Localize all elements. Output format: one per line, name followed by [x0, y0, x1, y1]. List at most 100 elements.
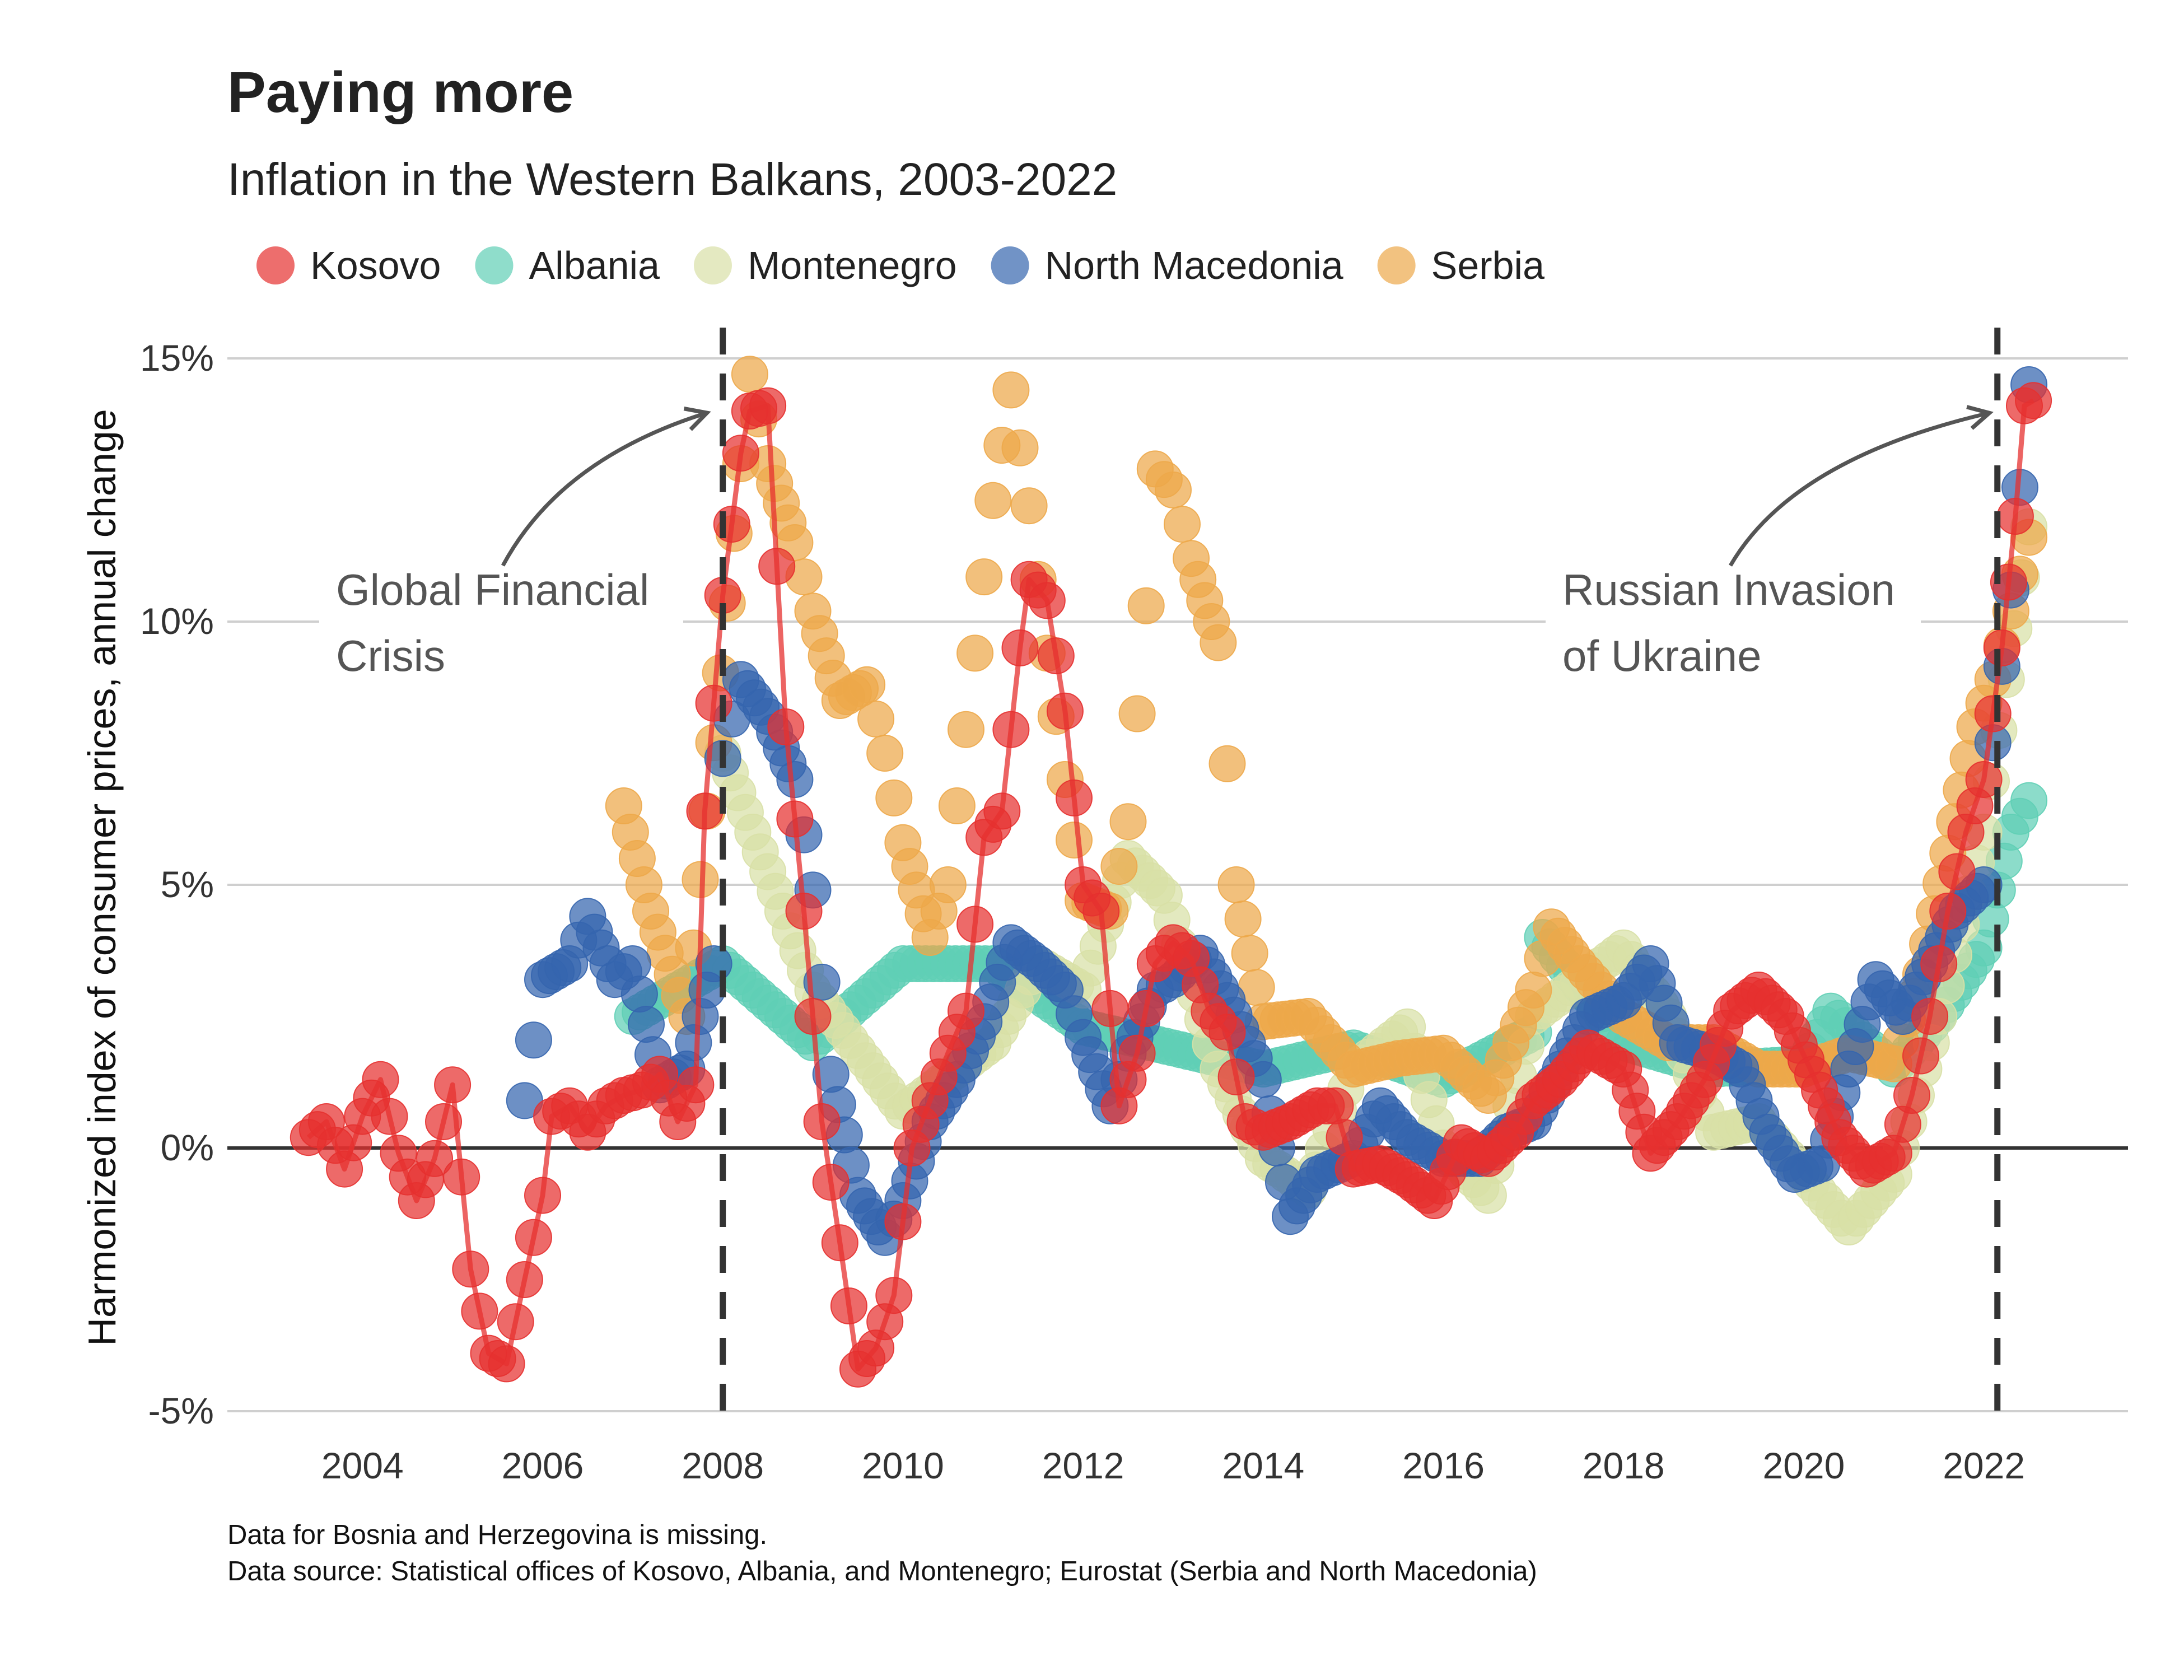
y-tick-label: 10% — [140, 600, 214, 642]
data-point — [1217, 866, 1255, 903]
data-point — [848, 666, 886, 703]
series-kosovo — [290, 382, 2052, 1388]
y-tick-label: 0% — [161, 1127, 214, 1168]
data-point — [515, 1219, 552, 1256]
data-point — [1965, 761, 2003, 798]
data-point — [1893, 1077, 1930, 1114]
data-point — [974, 482, 1012, 519]
annotation-financial-crisis-line2: Crisis — [336, 631, 445, 680]
annotation-arrow-financial-crisis — [501, 413, 706, 567]
data-point — [506, 1261, 543, 1298]
legend-swatch — [1377, 246, 1416, 284]
data-point — [875, 779, 913, 816]
legend-swatch — [256, 246, 295, 284]
legend-swatch — [475, 246, 514, 284]
data-point — [983, 792, 1021, 830]
data-point — [1920, 945, 1958, 982]
data-point — [1109, 803, 1147, 841]
data-point — [1118, 695, 1156, 732]
data-point — [1091, 990, 1129, 1027]
data-point — [776, 761, 814, 798]
data-point — [1056, 779, 1093, 816]
annotation-ukraine-invasion: Russian Invasion of Ukraine — [1546, 413, 1988, 692]
data-point — [1974, 695, 2012, 732]
data-point — [956, 634, 994, 672]
data-point — [488, 1345, 525, 1383]
data-point — [2015, 382, 2052, 419]
note-data-source: Data source: Statistical offices of Koso… — [227, 1556, 1537, 1586]
data-point — [686, 792, 724, 830]
y-tick-label: 15% — [140, 337, 214, 379]
data-point — [1127, 990, 1165, 1027]
x-tick-label: 2006 — [502, 1445, 584, 1486]
data-point — [524, 1177, 561, 1214]
data-point — [830, 1287, 867, 1324]
annotation-financial-crisis: Global Financial Crisis — [319, 413, 706, 692]
data-point — [1056, 822, 1093, 859]
data-point — [731, 356, 768, 393]
y-axis-ticks: 15% 10% 5% 0% -5% — [140, 337, 214, 1431]
x-tick-label: 2012 — [1042, 1445, 1124, 1486]
data-point — [1155, 472, 1192, 508]
chart-subtitle: Inflation in the Western Balkans, 2003-2… — [227, 154, 1117, 205]
data-point — [1001, 429, 1039, 466]
data-point — [884, 1203, 922, 1240]
data-point — [1037, 637, 1075, 675]
x-tick-label: 2014 — [1222, 1445, 1304, 1486]
data-point — [956, 906, 994, 943]
x-tick-label: 2018 — [1583, 1445, 1665, 1486]
data-point — [794, 998, 832, 1035]
data-point — [614, 945, 651, 982]
data-point — [628, 1006, 665, 1043]
chart-title: Paying more — [227, 60, 573, 124]
data-point — [992, 371, 1030, 409]
annotation-ukraine-line2: of Ukraine — [1562, 631, 1762, 680]
data-point — [875, 1277, 913, 1314]
data-point — [1929, 893, 1967, 930]
data-point — [1231, 935, 1268, 972]
data-point — [452, 1250, 489, 1288]
data-point — [1028, 582, 1066, 619]
data-point — [722, 435, 759, 472]
data-point — [1911, 998, 1949, 1035]
data-point — [812, 1164, 850, 1201]
legend-label: Albania — [529, 244, 660, 287]
data-point — [929, 866, 967, 903]
data-point — [713, 506, 750, 543]
data-point — [515, 1021, 552, 1059]
data-point — [2010, 782, 2048, 819]
data-point — [857, 700, 895, 738]
annotation-arrow-ukraine — [1728, 413, 1988, 567]
data-point — [938, 787, 976, 824]
data-point — [1317, 1087, 1354, 1124]
data-point — [1082, 893, 1120, 930]
note-missing-data: Data for Bosnia and Herzegovina is missi… — [227, 1520, 767, 1550]
data-point — [866, 735, 904, 772]
data-point — [1208, 745, 1246, 782]
x-tick-label: 2020 — [1763, 1445, 1845, 1486]
legend-swatch — [694, 246, 732, 284]
x-tick-label: 2016 — [1402, 1445, 1485, 1486]
data-point — [461, 1292, 498, 1330]
data-point — [425, 1103, 462, 1140]
data-point — [948, 992, 984, 1030]
data-point — [1208, 1014, 1246, 1051]
legend-label: Serbia — [1431, 244, 1544, 287]
x-tick-label: 2008 — [682, 1445, 764, 1486]
data-point — [776, 800, 814, 838]
data-point — [1224, 900, 1262, 938]
data-point — [1200, 624, 1237, 661]
data-point — [443, 1158, 480, 1196]
data-point — [1046, 692, 1084, 730]
data-point — [1938, 853, 1976, 890]
data-point — [1164, 506, 1201, 543]
data-point — [497, 1303, 534, 1341]
data-point — [677, 1066, 715, 1104]
data-point — [695, 684, 732, 722]
data-point — [992, 711, 1030, 748]
data-point — [1001, 629, 1039, 666]
y-axis-title: Harmonized index of consumer prices, ann… — [80, 409, 124, 1346]
x-tick-label: 2010 — [862, 1445, 944, 1486]
data-point — [803, 1103, 841, 1140]
data-point — [1100, 848, 1138, 885]
